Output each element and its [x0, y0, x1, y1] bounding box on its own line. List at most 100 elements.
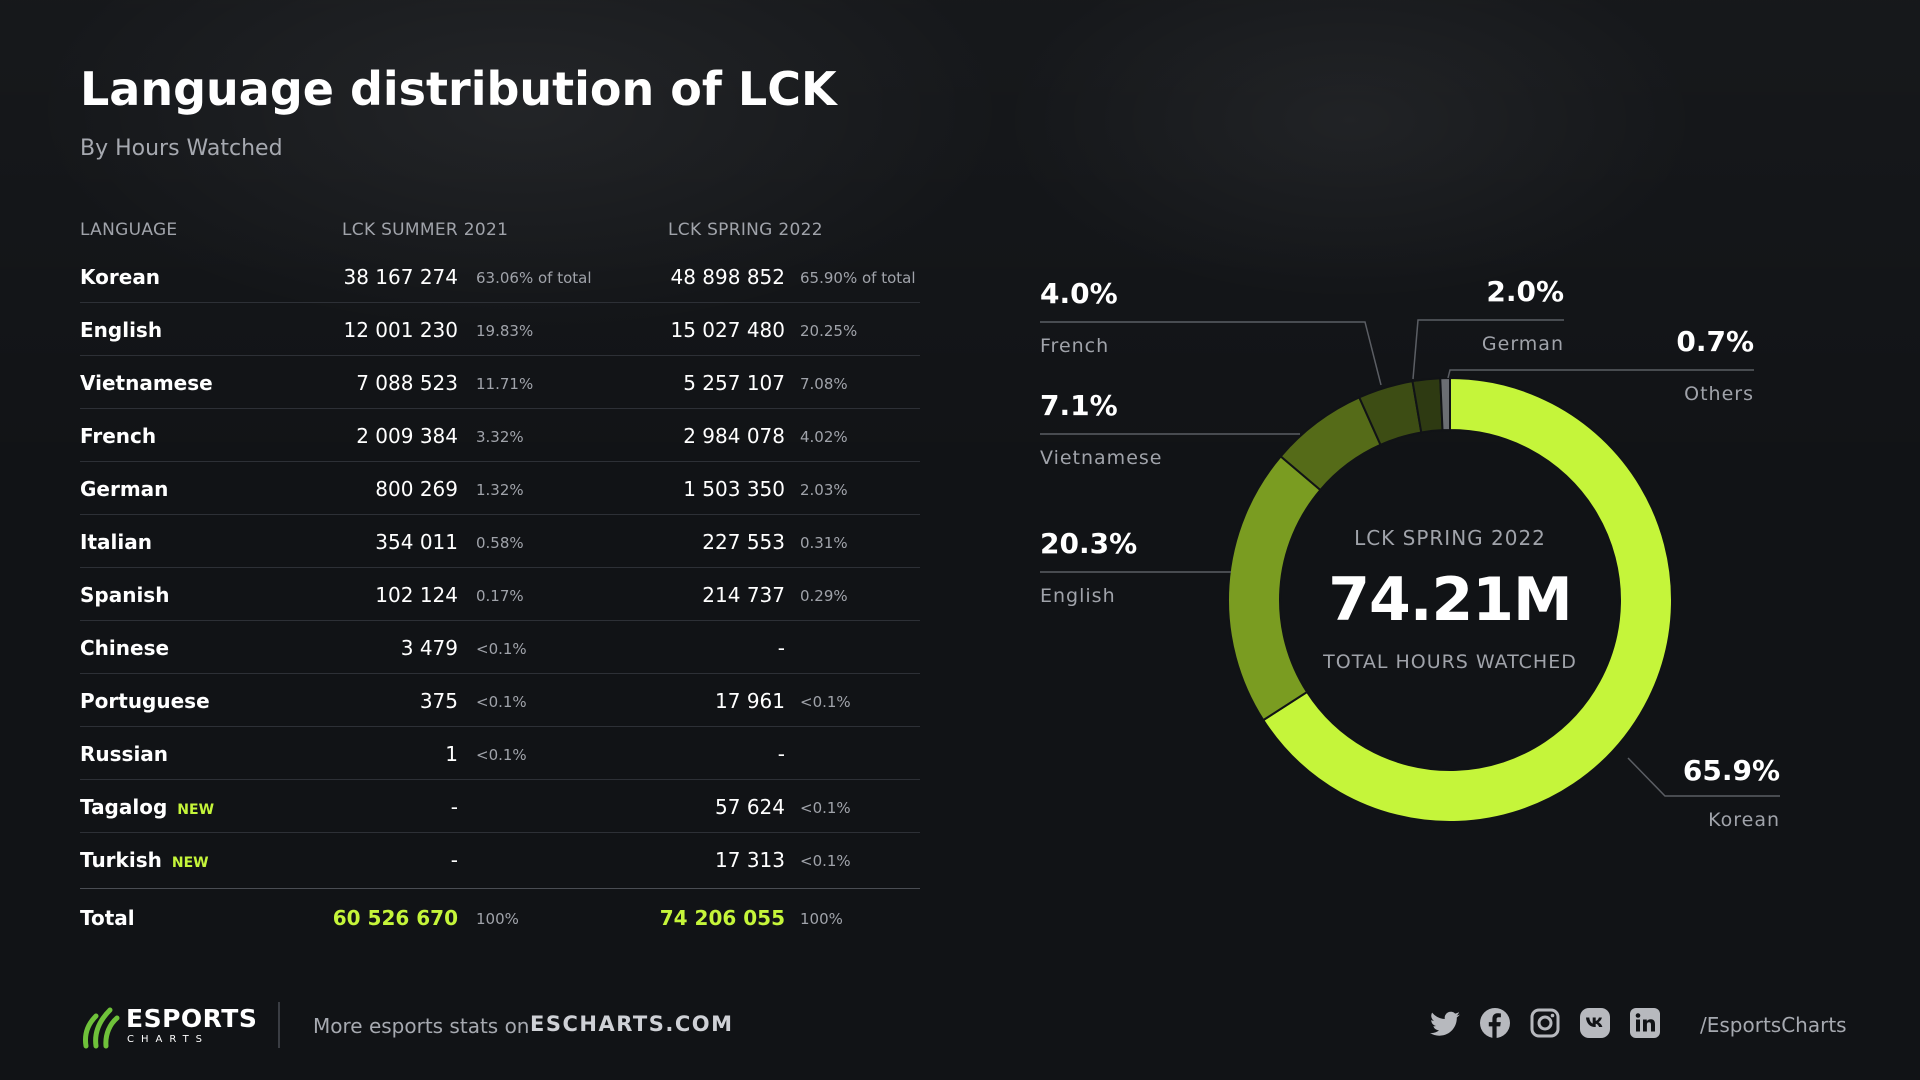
- brand-subname: CHARTS: [127, 1034, 210, 1045]
- table-row: Chinese 3 479 <0.1% -: [80, 621, 920, 674]
- leader-line-others: [1447, 369, 1754, 379]
- spring-value: 48 898 852: [670, 265, 785, 289]
- slice-value-label: 2.0%: [1486, 275, 1564, 308]
- table-header: LANGUAGE LCK SUMMER 2021 LCK SPRING 2022: [80, 208, 920, 250]
- instagram-icon[interactable]: [1528, 1006, 1562, 1040]
- facebook-icon[interactable]: [1478, 1006, 1512, 1040]
- summer-pct: <0.1%: [476, 640, 527, 658]
- language-name: Turkish: [80, 848, 162, 872]
- total-summer-pct: 100%: [476, 910, 519, 928]
- esports-charts-logo-icon: [83, 1007, 120, 1049]
- language-name: Vietnamese: [80, 371, 213, 395]
- spring-pct: 65.90% of total: [800, 269, 916, 287]
- column-header-language: LANGUAGE: [80, 220, 178, 240]
- leader-line-german: [1412, 319, 1564, 380]
- language-name: English: [80, 318, 163, 342]
- total-spring-value: 74 206 055: [659, 906, 785, 930]
- new-badge: NEW: [177, 802, 215, 818]
- slice-korean: [1261, 376, 1673, 823]
- spring-value: -: [777, 742, 785, 766]
- summer-value: 800 269: [375, 477, 458, 501]
- spring-pct: 7.08%: [800, 375, 848, 393]
- summer-value: 2 009 384: [356, 424, 458, 448]
- table-row: Russian 1 <0.1% -: [80, 727, 920, 780]
- table-row: English 12 001 230 19.83% 15 027 480 20.25%: [80, 303, 920, 356]
- page-title: Language distribution of LCK: [80, 62, 837, 116]
- language-name: Italian: [80, 530, 152, 554]
- language-name: Spanish: [80, 583, 170, 607]
- summer-value: 7 088 523: [356, 371, 458, 395]
- total-spring-pct: 100%: [800, 910, 843, 928]
- slice-english: [1227, 454, 1322, 722]
- summer-value: -: [450, 795, 458, 819]
- language-name: Tagalog: [80, 795, 168, 819]
- summer-value: 38 167 274: [343, 265, 458, 289]
- footer: ESPORTS CHARTS More esports stats on ESC…: [0, 990, 1920, 1060]
- slice-value-label: 20.3%: [1040, 527, 1137, 560]
- language-cell: Turkish NEW: [80, 848, 209, 872]
- summer-value: 354 011: [375, 530, 458, 554]
- brand-name: ESPORTS: [126, 1004, 258, 1033]
- slice-name-label: German: [1482, 333, 1564, 355]
- spring-pct: 0.31%: [800, 534, 848, 552]
- footer-divider: [278, 1002, 280, 1048]
- table-row: Spanish 102 124 0.17% 214 737 0.29%: [80, 568, 920, 621]
- spring-value: 17 313: [715, 848, 785, 872]
- table-body: Korean 38 167 274 63.06% of total 48 898 85…: [80, 250, 920, 885]
- escharts-link[interactable]: ESCHARTS.COM: [530, 1012, 734, 1036]
- total-label: Total: [80, 906, 135, 930]
- table-row: Korean 38 167 274 63.06% of total 48 898 85…: [80, 250, 920, 303]
- language-name: French: [80, 424, 157, 448]
- table-row: German 800 269 1.32% 1 503 350 2.03%: [80, 462, 920, 515]
- language-table: LANGUAGE LCK SUMMER 2021 LCK SPRING 2022…: [80, 208, 920, 945]
- summer-value: 102 124: [375, 583, 458, 607]
- spring-value: 1 503 350: [683, 477, 785, 501]
- language-name: Portuguese: [80, 689, 210, 713]
- table-row: Vietnamese 7 088 523 11.71% 5 257 107 7.08%: [80, 356, 920, 409]
- summer-pct: 3.32%: [476, 428, 524, 446]
- new-badge: NEW: [171, 855, 209, 871]
- language-name: Korean: [80, 265, 161, 289]
- summer-value: 1: [445, 742, 458, 766]
- vk-icon[interactable]: [1578, 1006, 1612, 1040]
- slice-others: [1439, 376, 1451, 432]
- slice-value-label: 0.7%: [1676, 325, 1754, 358]
- slice-name-label: Vietnamese: [1040, 447, 1162, 469]
- spring-pct: 0.29%: [800, 587, 848, 605]
- linkedin-icon[interactable]: [1628, 1006, 1662, 1040]
- summer-pct: 0.58%: [476, 534, 524, 552]
- donut-center-title: LCK SPRING 2022: [1354, 526, 1546, 550]
- social-handle: /EsportsCharts: [1700, 1013, 1847, 1037]
- summer-value: -: [450, 848, 458, 872]
- spring-value: 214 737: [702, 583, 785, 607]
- summer-pct: <0.1%: [476, 693, 527, 711]
- table-row: French 2 009 384 3.32% 2 984 078 4.02%: [80, 409, 920, 462]
- spring-pct: <0.1%: [800, 852, 851, 870]
- spring-value: 227 553: [702, 530, 785, 554]
- spring-value: 2 984 078: [683, 424, 785, 448]
- summer-pct: 19.83%: [476, 322, 534, 340]
- more-stats-text: More esports stats on: [313, 1014, 530, 1038]
- spring-pct: 4.02%: [800, 428, 848, 446]
- summer-value: 375: [419, 689, 458, 713]
- summer-pct: 1.32%: [476, 481, 524, 499]
- language-name: German: [80, 477, 169, 501]
- spring-pct: 20.25%: [800, 322, 858, 340]
- slice-value-label: 4.0%: [1040, 277, 1118, 310]
- language-name: Chinese: [80, 636, 170, 660]
- spring-value: 57 624: [715, 795, 785, 819]
- slice-name-label: Korean: [1708, 809, 1780, 831]
- spring-pct: 2.03%: [800, 481, 848, 499]
- spring-value: 17 961: [715, 689, 785, 713]
- spring-value: 5 257 107: [683, 371, 785, 395]
- slice-name-label: French: [1040, 335, 1109, 357]
- slice-value-label: 7.1%: [1040, 389, 1118, 422]
- spring-pct: <0.1%: [800, 693, 851, 711]
- summer-pct: <0.1%: [476, 746, 527, 764]
- slice-name-label: Others: [1684, 383, 1754, 405]
- language-cell: Tagalog NEW: [80, 795, 214, 819]
- twitter-icon[interactable]: [1428, 1006, 1462, 1040]
- summer-pct: 0.17%: [476, 587, 524, 605]
- column-header-summer-2021: LCK SUMMER 2021: [342, 220, 509, 240]
- table-total-row: Total 60 526 670 100% 74 206 055 100%: [80, 888, 920, 945]
